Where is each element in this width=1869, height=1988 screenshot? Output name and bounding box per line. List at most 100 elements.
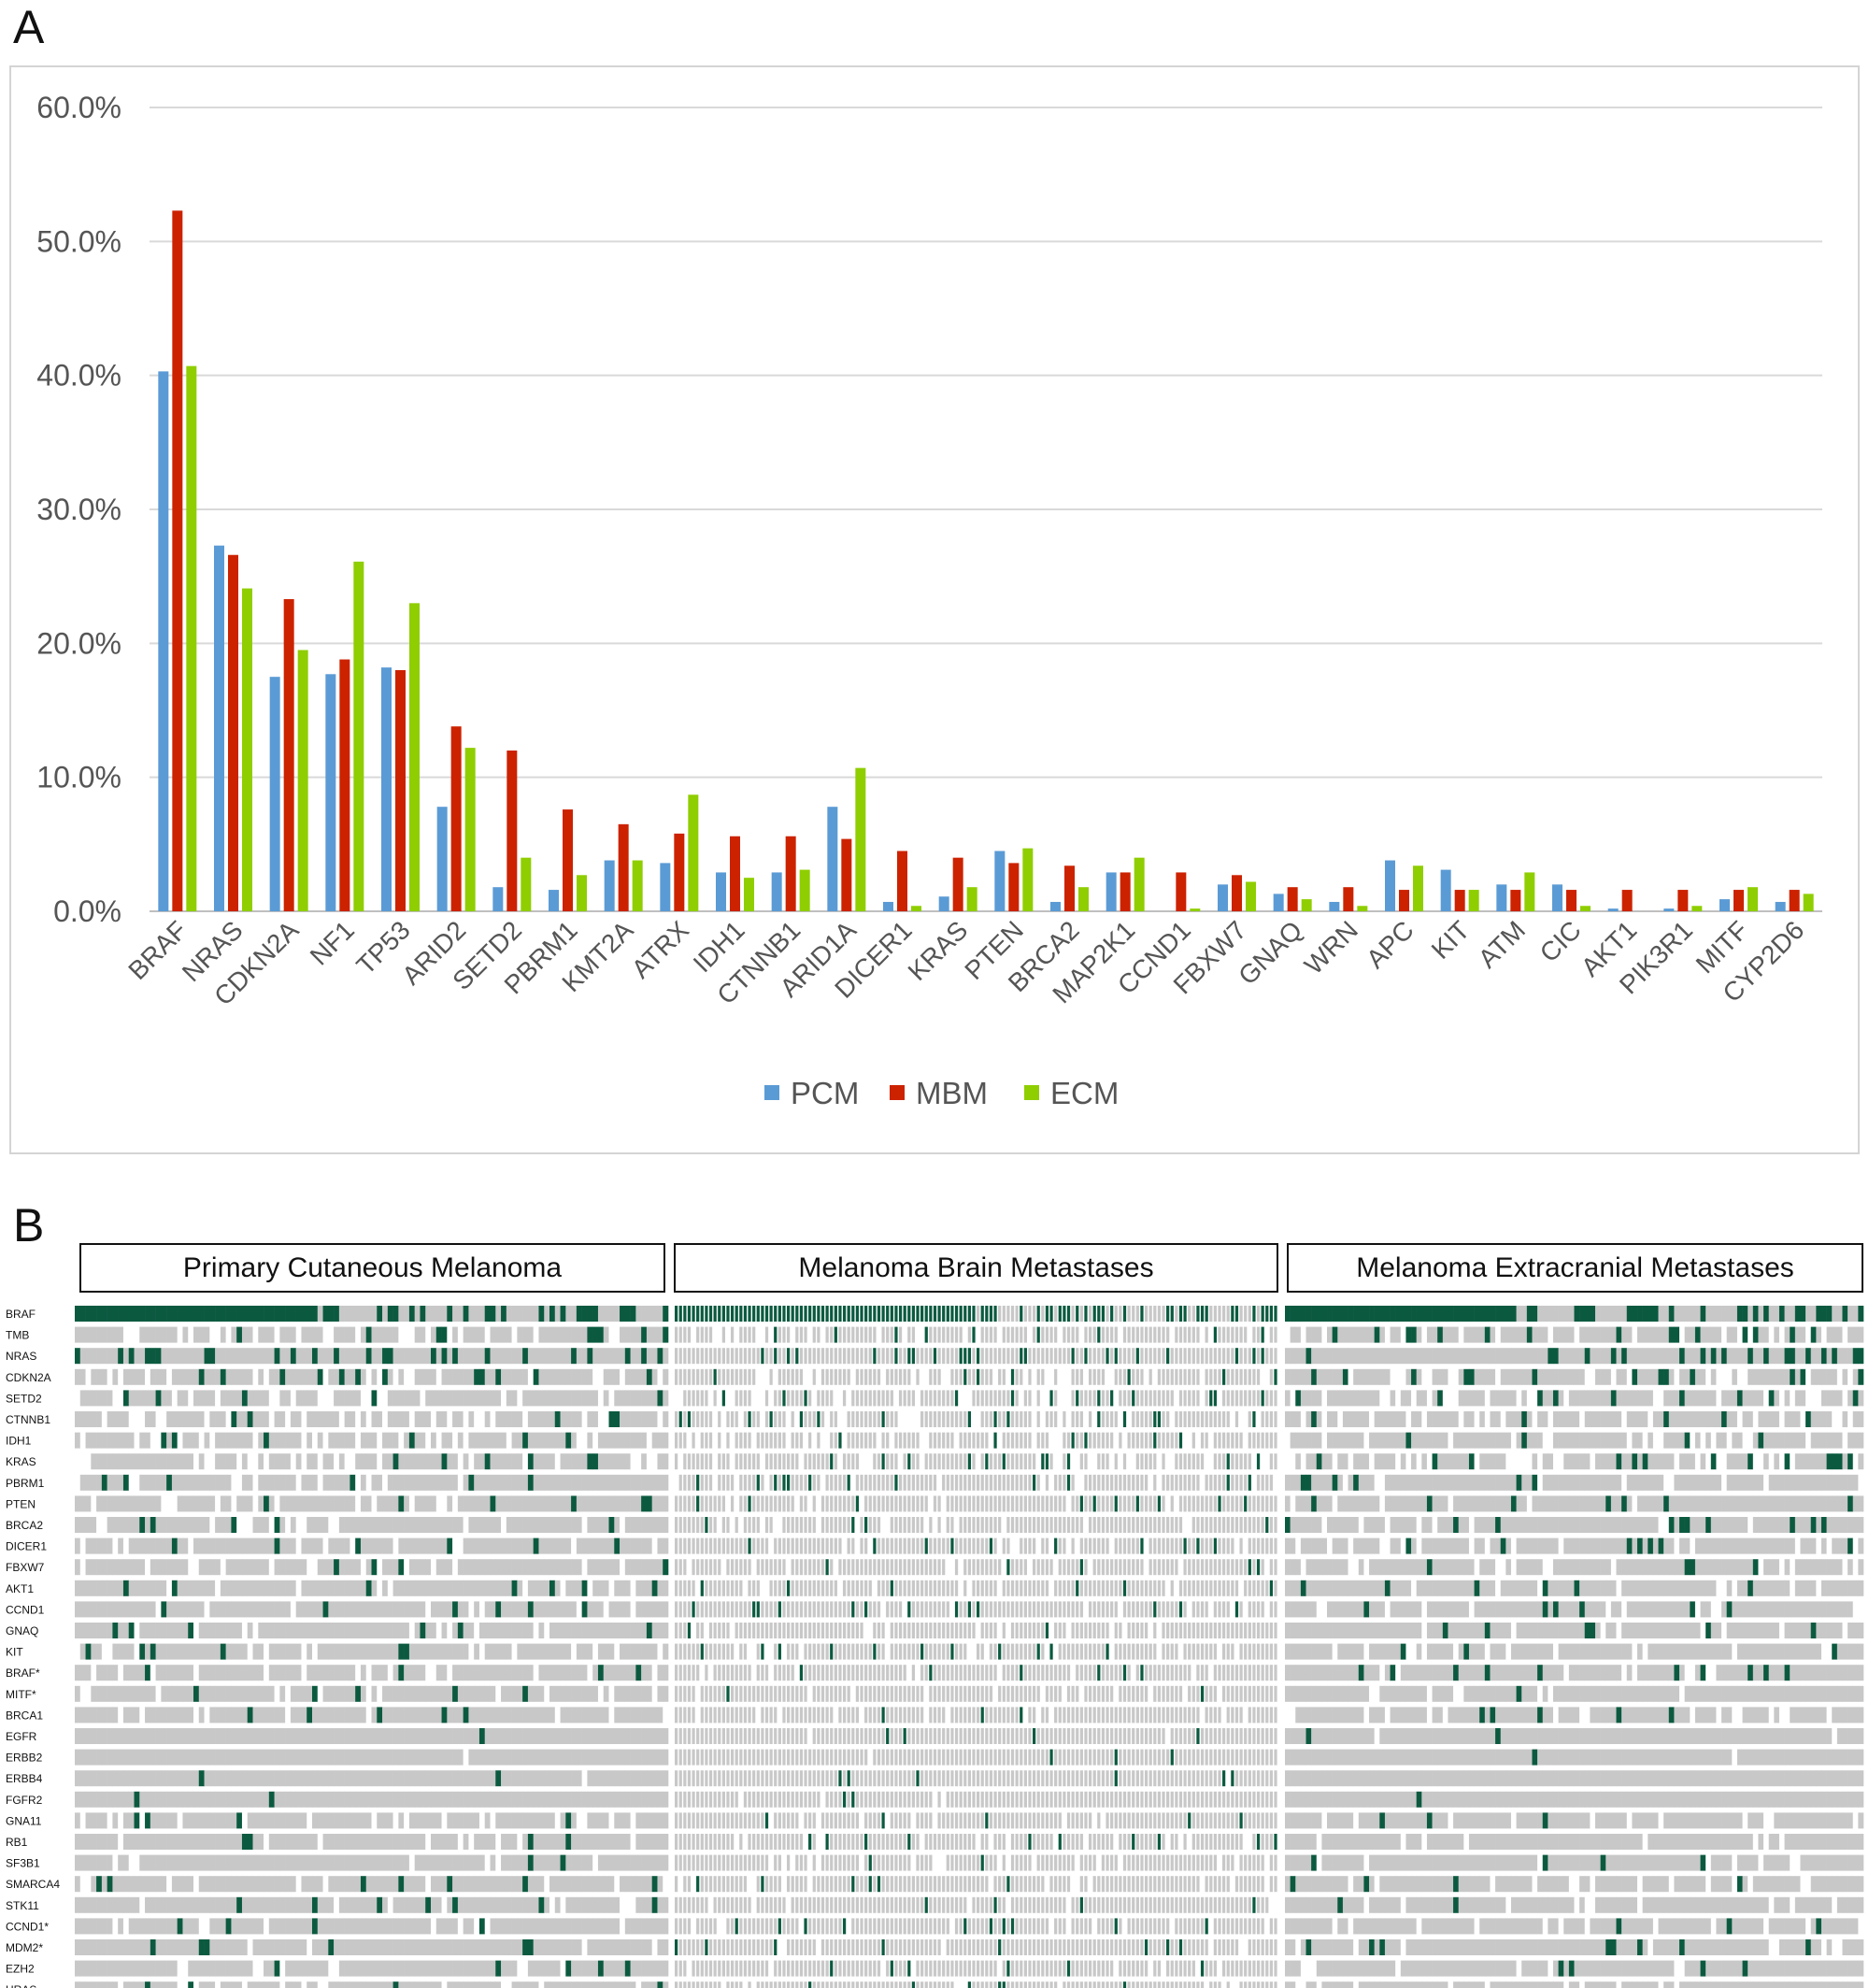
heatmap-cell [457, 1432, 464, 1449]
heatmap-cell [1114, 1306, 1118, 1322]
heatmap-cell [382, 1834, 389, 1850]
heatmap-cell [1218, 1390, 1221, 1407]
heatmap-cell [182, 1517, 189, 1533]
heatmap-cell [624, 1474, 631, 1491]
heatmap-cell [268, 1580, 275, 1596]
heatmap-cell [1256, 1453, 1261, 1470]
heatmap-cell [657, 1306, 663, 1322]
heatmap-cell [161, 1601, 167, 1618]
heatmap-cell [317, 1537, 323, 1554]
heatmap-cell [764, 1368, 769, 1385]
heatmap-cell [838, 1474, 842, 1491]
heatmap-cell [231, 1876, 237, 1893]
heatmap-cell [414, 1368, 421, 1385]
heatmap-cell [1049, 1326, 1053, 1343]
heatmap-cell [122, 1939, 130, 1955]
heatmap-cell [576, 1685, 582, 1702]
heatmap-cell [182, 1348, 189, 1365]
heatmap-cell [334, 1326, 340, 1343]
heatmap-cell [457, 1939, 464, 1955]
heatmap-cell [431, 1770, 437, 1787]
heatmap-cell [1200, 1411, 1205, 1427]
heatmap-cell [317, 1939, 323, 1955]
heatmap-cell [920, 1368, 924, 1385]
heatmap-cell [295, 1580, 302, 1596]
heatmap-cell [274, 1685, 280, 1702]
heatmap-cell [1239, 1432, 1243, 1449]
heatmap-cell [301, 1306, 307, 1322]
bar-pcm [1273, 894, 1284, 911]
heatmap-cell [506, 1643, 512, 1660]
heatmap-cell [1006, 1390, 1010, 1407]
heatmap-cell [171, 1623, 178, 1638]
heatmap-cell [290, 1474, 296, 1491]
heatmap-cell [231, 1559, 237, 1576]
heatmap-cell [231, 1495, 237, 1512]
heatmap-cell [696, 1390, 700, 1407]
heatmap-cell [209, 1791, 216, 1808]
bar-mbm [1064, 865, 1075, 911]
heatmap-cell [344, 1665, 350, 1681]
heatmap-cell [344, 1791, 350, 1808]
heatmap-cell [414, 1665, 421, 1681]
heatmap-cell [1119, 1453, 1122, 1470]
heatmap-cell [447, 1368, 453, 1385]
heatmap-cell [312, 1601, 319, 1618]
heatmap-cell [565, 1348, 572, 1365]
heatmap-cell [620, 1834, 626, 1850]
heatmap-cell [549, 1623, 556, 1638]
heatmap-cell [614, 1580, 621, 1596]
heatmap-cell [96, 1834, 103, 1850]
heatmap-cell [549, 1728, 556, 1744]
heatmap-cell [425, 1623, 432, 1638]
heatmap-cell [441, 1812, 448, 1829]
heatmap-cell [209, 1411, 216, 1427]
heatmap-cell [651, 1495, 658, 1512]
heatmap-cell [597, 1432, 605, 1449]
heatmap-cell [215, 1665, 221, 1681]
heatmap-cell [522, 1770, 529, 1787]
heatmap-cell [220, 1854, 226, 1871]
heatmap-cell [85, 1326, 92, 1343]
heatmap-cell [1054, 1306, 1058, 1322]
heatmap-cell [817, 1453, 820, 1470]
heatmap-cell [506, 1495, 512, 1512]
heatmap-cell [112, 1623, 119, 1638]
heatmap-cell [463, 1411, 469, 1427]
heatmap-cell [942, 1326, 946, 1343]
heatmap-cell [414, 1770, 421, 1787]
heatmap-cell [663, 1432, 669, 1449]
heatmap-cell [285, 1411, 292, 1427]
heatmap-cell [855, 1390, 860, 1407]
heatmap-cell [75, 1559, 81, 1576]
heatmap-cell [752, 1411, 756, 1427]
heatmap-cell [808, 1326, 812, 1343]
heatmap-cell [101, 1728, 107, 1744]
heatmap-cell [778, 1368, 781, 1385]
heatmap-cell [730, 1432, 735, 1449]
heatmap-cell [264, 1348, 270, 1365]
heatmap-cell [993, 1390, 997, 1407]
heatmap-cell [1144, 1411, 1149, 1427]
heatmap-cell [1114, 1368, 1118, 1385]
heatmap-cell [290, 1707, 296, 1723]
heatmap-cell [193, 1834, 200, 1850]
heatmap-cell [258, 1770, 264, 1787]
heatmap-cell [198, 1326, 205, 1343]
heatmap-cell [112, 1981, 119, 1988]
heatmap-cell [414, 1749, 421, 1766]
heatmap-cell [279, 1791, 286, 1808]
heatmap-cell [1054, 1348, 1058, 1365]
heatmap-cell [506, 1474, 512, 1491]
heatmap-cell [134, 1643, 140, 1660]
heatmap-cell [122, 1348, 130, 1365]
heatmap-cell [85, 1432, 92, 1449]
heatmap-cell [484, 1623, 491, 1638]
heatmap-cell [1032, 1432, 1036, 1449]
heatmap-cell [769, 1326, 773, 1343]
heatmap-cell [420, 1517, 426, 1533]
heatmap-cell [247, 1960, 253, 1977]
heatmap-cell [166, 1368, 173, 1385]
heatmap-cell [134, 1981, 140, 1988]
heatmap-cell [264, 1876, 270, 1893]
